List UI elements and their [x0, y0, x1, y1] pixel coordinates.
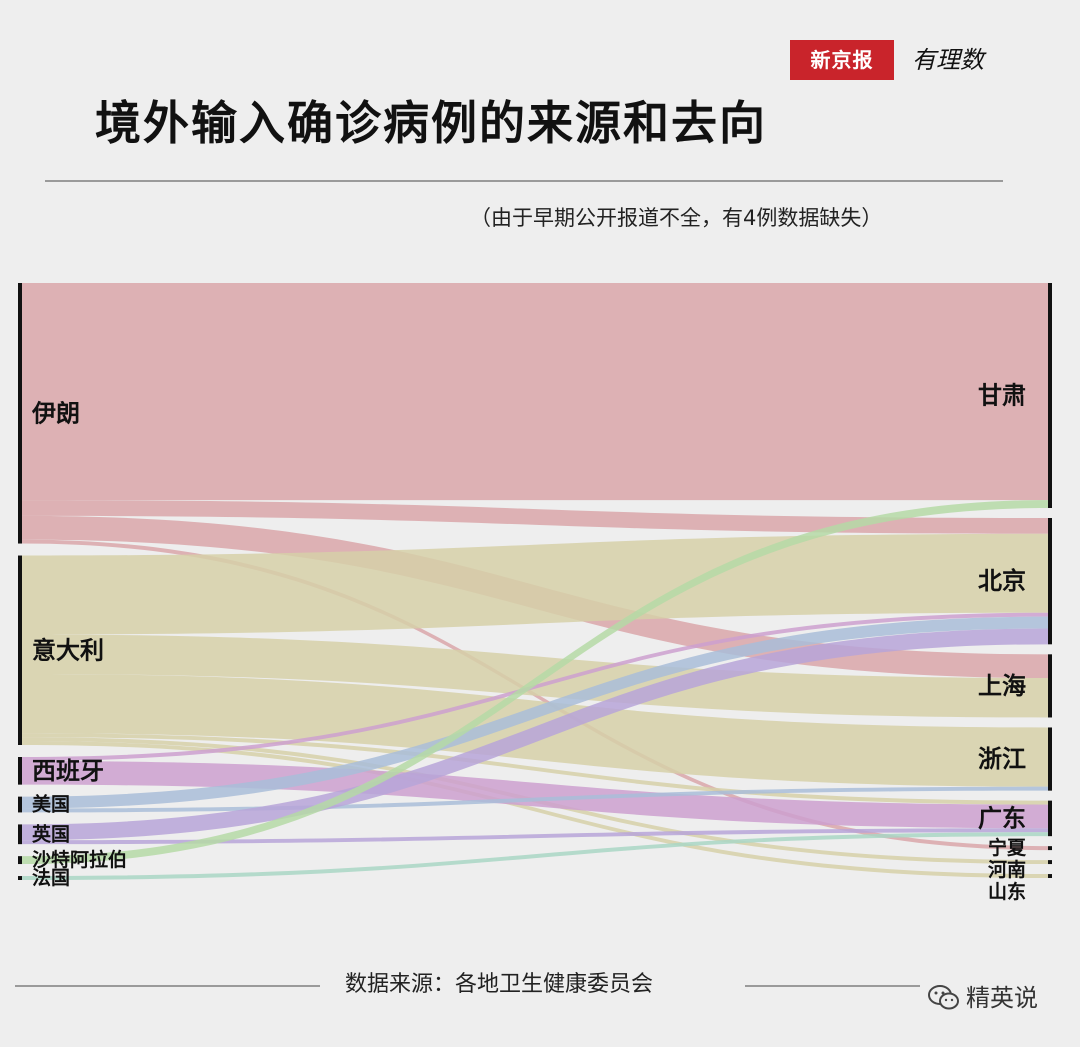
footer: 数据来源：各地卫生健康委员会: [0, 960, 1080, 1010]
node-bar: [18, 283, 22, 544]
sankey-link: [22, 741, 1048, 878]
node-bar: [1048, 283, 1052, 508]
sankey-link: [22, 733, 1048, 805]
node-label: 北京: [978, 567, 1026, 595]
title-divider: [45, 180, 1003, 182]
node-label: 法国: [32, 866, 70, 889]
sankey-link: [22, 500, 1048, 534]
node-bars-layer: [18, 283, 1052, 880]
sankey-link: [22, 500, 1048, 865]
node-bar: [1048, 860, 1052, 865]
node-label: 山东: [988, 880, 1026, 903]
node-label: 广东: [978, 804, 1026, 832]
node-bar: [18, 796, 22, 813]
sankey-link: [22, 832, 1048, 880]
node-label: 浙江: [978, 745, 1026, 773]
brand-logo: 新京报 有理数: [790, 40, 998, 80]
sankey-link: [22, 616, 1048, 809]
node-bar: [18, 555, 22, 745]
node-label: 西班牙: [32, 757, 104, 785]
node-label: 甘肃: [978, 382, 1026, 410]
node-bar: [1048, 800, 1052, 837]
node-label: 英国: [32, 822, 70, 845]
node-bar: [1048, 874, 1052, 878]
brand-name: 新京报: [790, 40, 894, 80]
sankey-link: [22, 634, 1048, 718]
sankey-link: [22, 283, 1048, 501]
node-bar: [18, 757, 22, 785]
sankey-link: [22, 533, 1048, 635]
sankey-link: [22, 612, 1048, 761]
node-bar: [18, 824, 22, 845]
sankey-link: [22, 628, 1048, 841]
watermark-text: 精英说: [966, 984, 1038, 1012]
node-label: 上海: [978, 672, 1026, 700]
watermark: 精英说: [928, 978, 1058, 1018]
node-label: 美国: [32, 793, 70, 816]
chart-subtitle: （由于早期公开报道不全，有4例数据缺失）: [470, 206, 883, 230]
node-label: 沙特阿拉伯: [32, 848, 127, 871]
node-bar: [18, 876, 22, 880]
node-bar: [1048, 846, 1052, 851]
node-label: 宁夏: [988, 836, 1027, 859]
node-label: 伊朗: [31, 399, 80, 427]
wechat-icon: [928, 985, 959, 1010]
node-bar: [1048, 727, 1052, 791]
sankey-link: [22, 828, 1048, 845]
node-bar: [1048, 654, 1052, 718]
node-bar: [1048, 518, 1052, 645]
footer-rule-left: [15, 985, 320, 987]
node-bar: [18, 856, 22, 865]
data-source: 数据来源：各地卫生健康委员会: [345, 972, 654, 997]
node-label: 河南: [988, 859, 1026, 881]
sankey-link: [22, 786, 1048, 813]
brand-sub: 有理数: [912, 46, 984, 74]
links-layer: [22, 283, 1048, 880]
node-label: 意大利: [32, 636, 104, 664]
chart-title: 境外输入确诊病例的来源和去向: [95, 96, 767, 150]
footer-rule-right: [745, 985, 920, 987]
